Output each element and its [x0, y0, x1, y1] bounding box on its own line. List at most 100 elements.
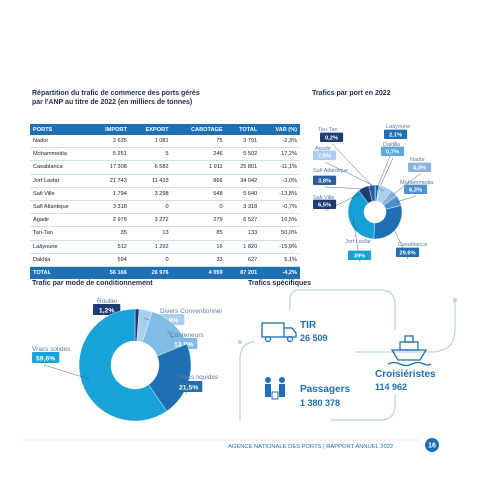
table-cell: 5 251	[90, 147, 130, 162]
table-cell: -15,9%	[260, 240, 300, 254]
table-cell: 0	[129, 200, 172, 215]
value-label: 6,5%	[318, 203, 331, 209]
value-label: 0,7%	[386, 150, 399, 156]
header-cell: CABOTAGE	[171, 124, 226, 135]
header-row: PORTS IMPORT EXPORT CABOTAGE TOTAL VAR (%)	[30, 124, 300, 135]
value-badge	[93, 303, 121, 315]
slice-label: Safi Atlantique	[313, 168, 348, 174]
table-cell: 5	[129, 147, 172, 162]
table-cell: 6 527	[225, 213, 261, 228]
slice-label: Agadir	[315, 146, 331, 152]
header-cell: EXPORT	[129, 124, 172, 135]
header-cell: TOTAL	[225, 124, 261, 135]
value-badge	[313, 150, 337, 160]
total-cell: 56 166	[90, 266, 130, 280]
value-label: 7,5%	[318, 154, 331, 160]
slice-label: Jorf Lasfar	[345, 239, 371, 245]
table-row: Nador 2 635 1 081 75 3 791 -2,3%	[30, 135, 300, 149]
slice-label: Nador	[410, 157, 425, 163]
table-cell: 33	[171, 253, 226, 267]
table-row: Safi Ville 1 794 3 298 548 5 640 -13,8%	[30, 187, 300, 201]
tir-label: TIR	[300, 320, 317, 331]
value-badge	[313, 175, 337, 185]
table-cell: 1 794	[90, 187, 130, 201]
table-cell: Nador	[30, 135, 90, 149]
header-cell: VAR (%)	[260, 124, 300, 135]
table-cell: 0	[171, 200, 226, 215]
table-cell: 17 308	[90, 160, 130, 175]
value-badge	[408, 162, 432, 172]
footer-text: AGENCE NATIONALE DES PORTS | RAPPORT ANN…	[228, 444, 393, 450]
leader-line	[395, 195, 417, 203]
table-cell: 35	[90, 226, 130, 241]
table-cell: 594	[90, 253, 130, 267]
table-cell: 279	[171, 213, 226, 228]
table-cell: 1 820	[225, 240, 261, 254]
total-cell: TOTAL	[30, 266, 90, 280]
value-badge	[170, 337, 198, 349]
table-cell: 5 502	[225, 147, 261, 162]
value-label: 29,6%	[399, 251, 415, 257]
slice-label: Divers Conventionnel	[160, 308, 222, 315]
value-badge	[320, 132, 344, 142]
total-cell: -4,2%	[260, 266, 300, 280]
table-cell: 17,2%	[260, 147, 300, 162]
table-cell: Tan-Tan	[30, 226, 90, 241]
value-badge	[384, 129, 408, 139]
table-cell: 85	[171, 226, 226, 241]
connector	[239, 289, 456, 421]
table-row: Laâyoune 512 1 292 16 1 820 -15,9%	[30, 240, 300, 254]
port-chart-title: Trafics par port en 2022	[312, 90, 391, 97]
table-cell: 0	[129, 253, 172, 267]
value-label: 4,3%	[413, 166, 426, 172]
table-cell: 25 801	[225, 160, 261, 175]
table-cell: 2 976	[90, 213, 130, 228]
table-cell: -0,7%	[260, 200, 300, 215]
table-cell: Casablanca	[30, 160, 90, 175]
table-cell: 866	[171, 174, 226, 188]
table-cell: 1 911	[171, 160, 226, 175]
value-label: 6,3%	[409, 188, 422, 194]
table-cell: 6 582	[129, 160, 172, 175]
slice-label: Conteneurs	[170, 332, 204, 339]
table-cell: 548	[171, 187, 226, 201]
value-label: 1,2%	[99, 308, 115, 315]
slice-label: Vracs solides	[32, 346, 71, 353]
table-cell: 3 318	[90, 200, 130, 215]
slice-label: Casablanca	[398, 242, 428, 248]
slice-label: Mohammedia	[400, 180, 434, 186]
table-cell: -13,8%	[260, 187, 300, 201]
table-cell: 3 791	[225, 135, 261, 149]
leader-line	[43, 364, 90, 380]
table-cell: Safi Ville	[30, 187, 90, 201]
value-badge	[396, 247, 420, 257]
table-cell: 627	[225, 253, 261, 267]
table-cell: 3 298	[129, 187, 172, 201]
table-cell: Jorf Lasfar	[30, 174, 90, 188]
table-cell: 2 635	[90, 135, 130, 149]
table-cell: Agadir	[30, 213, 90, 228]
value-label: 21,5%	[179, 385, 198, 392]
table-cell: 16,5%	[260, 213, 300, 228]
page-badge	[425, 438, 439, 452]
total-row: TOTAL 56 166 26 976 4 059 87 201 -4,2%	[30, 266, 300, 280]
dot	[238, 340, 242, 344]
table-cell: 13	[129, 226, 172, 241]
value-label: 3,8%	[318, 179, 331, 185]
tir-value: 26 509	[300, 333, 328, 343]
table-row: Jorf Lasfar 21 743 11 433 866 34 042 -3,0%	[30, 174, 300, 188]
table-cell: 3 272	[129, 213, 172, 228]
table-row: Mohammedia 5 251 5 246 5 502 17,2%	[30, 147, 300, 162]
table-row: Tan-Tan 35 13 85 133 50,0%	[30, 226, 300, 241]
table-cell: 11 433	[129, 174, 172, 188]
table-row: Casablanca 17 308 6 582 1 911 25 801 -11,1%	[30, 160, 300, 175]
slice-label: Tan-Tan	[318, 127, 338, 133]
total-cell: 4 059	[171, 266, 226, 280]
table-row: Safi Atlantique 3 318 0 0 3 318 -0,7%	[30, 200, 300, 215]
table-cell: 133	[225, 226, 261, 241]
donut-slice	[148, 343, 192, 412]
table-cell: 75	[171, 135, 226, 149]
slice-label: Laâyoune	[386, 124, 410, 130]
